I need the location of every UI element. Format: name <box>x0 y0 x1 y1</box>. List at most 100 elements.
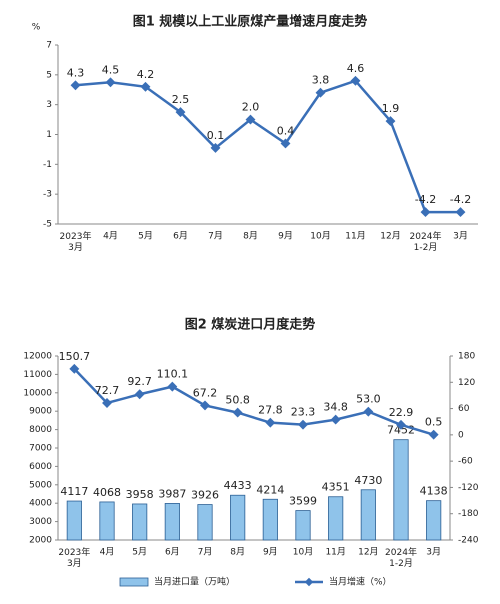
line-marker <box>455 207 466 218</box>
y-tick-label: 10000 <box>23 388 52 398</box>
x-tick-label: 12月 <box>380 231 400 242</box>
data-label: 4214 <box>256 483 284 496</box>
line-marker <box>245 114 256 125</box>
data-label: 4068 <box>93 486 121 499</box>
line-marker <box>175 107 186 118</box>
y-tick-label: 6000 <box>29 462 52 472</box>
bar <box>426 500 442 541</box>
y-tick-label: 12000 <box>23 352 52 362</box>
x-tick-label: 3月 <box>426 547 441 558</box>
y2-tick-label: 0 <box>458 430 464 440</box>
bar <box>66 500 82 541</box>
y2-tick-label: -60 <box>458 457 473 467</box>
data-label: 2.0 <box>242 101 260 114</box>
line-marker <box>167 381 178 392</box>
data-label: 50.8 <box>225 394 250 407</box>
data-label: 3.8 <box>312 74 330 87</box>
y-tick-label: 5 <box>46 70 52 80</box>
data-label: 4730 <box>354 474 382 487</box>
line-marker <box>396 419 406 430</box>
x-tick-label: 2023年 3月 <box>58 546 90 569</box>
line-marker <box>363 406 374 417</box>
line-marker <box>420 207 431 218</box>
x-tick-label: 2024年 1-2月 <box>385 546 417 569</box>
x-tick-label: 11月 <box>325 547 345 558</box>
data-label: 4.3 <box>67 66 85 79</box>
x-tick-label: 9月 <box>263 547 278 558</box>
data-label: 0.4 <box>277 124 295 137</box>
bar <box>262 498 278 541</box>
x-tick-label: 4月 <box>103 231 118 242</box>
data-label: -4.2 <box>415 193 436 206</box>
line <box>73 367 435 436</box>
bar <box>393 439 409 541</box>
x-tick-label: 5月 <box>138 231 153 242</box>
y-tick-label: 3 <box>46 100 52 110</box>
data-label: 0.1 <box>207 129 225 142</box>
legend-label: 当月增速（%） <box>329 576 392 588</box>
data-label: 4.2 <box>137 68 155 81</box>
y2-tick-label: 60 <box>458 404 470 414</box>
data-label: 4433 <box>224 479 252 492</box>
line-marker <box>70 80 81 91</box>
bar <box>132 503 148 541</box>
data-label: 1.9 <box>382 102 400 115</box>
x-tick-label: 3月 <box>453 231 468 242</box>
x-tick-label: 9月 <box>278 231 293 242</box>
y-tick-label: 5000 <box>29 480 52 490</box>
y2-tick-label: -240 <box>458 536 479 546</box>
y-tick-label: 7000 <box>29 444 52 454</box>
x-tick-label: 10月 <box>293 547 313 558</box>
x-tick-label: 6月 <box>173 231 188 242</box>
data-label: 67.2 <box>193 386 218 399</box>
data-label: 92.7 <box>127 375 152 388</box>
line-marker <box>134 389 145 400</box>
chart-title: 图2 煤炭进口月度走势 <box>185 317 316 333</box>
x-tick-label: 8月 <box>230 547 245 558</box>
data-label: 3958 <box>126 488 154 501</box>
line-marker <box>105 77 116 88</box>
data-label: 4.5 <box>102 63 120 76</box>
y-tick-label: 2000 <box>29 536 52 546</box>
data-label: 22.9 <box>389 406 414 419</box>
x-tick-label: 2024年 1-2月 <box>410 230 442 253</box>
y-tick-label: 3000 <box>29 517 52 527</box>
data-label: 34.8 <box>323 401 348 414</box>
data-label: 4.6 <box>347 62 365 75</box>
line-marker <box>140 81 151 92</box>
line-marker <box>265 417 276 428</box>
y-tick-label: -5 <box>43 220 52 230</box>
y-tick-label: 4000 <box>29 499 52 509</box>
line <box>75 79 461 214</box>
y-tick-label: -1 <box>43 160 52 170</box>
y2-tick-label: 120 <box>458 378 475 388</box>
data-label: 27.8 <box>258 404 283 417</box>
data-label: 0.5 <box>425 416 443 429</box>
legend-swatch <box>304 577 314 587</box>
y2-tick-label: -120 <box>458 483 479 493</box>
x-tick-label: 8月 <box>243 231 258 242</box>
data-label: 53.0 <box>356 393 381 406</box>
data-label: 23.3 <box>291 406 316 419</box>
bar <box>295 510 311 541</box>
x-tick-label: 12月 <box>358 547 378 558</box>
line-marker <box>200 400 210 411</box>
y-tick-label: 7 <box>46 41 52 51</box>
bar <box>197 504 213 541</box>
y-axis-label: % <box>32 23 41 33</box>
data-label: 3599 <box>289 495 317 508</box>
x-tick-label: 6月 <box>165 547 180 558</box>
line-marker <box>428 429 439 440</box>
chart-title: 图1 规模以上工业原煤产量增速月度走势 <box>133 14 368 30</box>
bar <box>328 496 344 541</box>
x-tick-label: 10月 <box>310 231 330 242</box>
data-label: 150.7 <box>59 350 91 363</box>
data-label: 4138 <box>420 485 448 498</box>
data-label: 4351 <box>322 481 350 494</box>
y-tick-label: 9000 <box>29 407 52 417</box>
bar <box>99 501 115 541</box>
y-tick-label: 1 <box>46 130 52 140</box>
bar <box>164 503 180 541</box>
data-label: 3926 <box>191 489 219 502</box>
